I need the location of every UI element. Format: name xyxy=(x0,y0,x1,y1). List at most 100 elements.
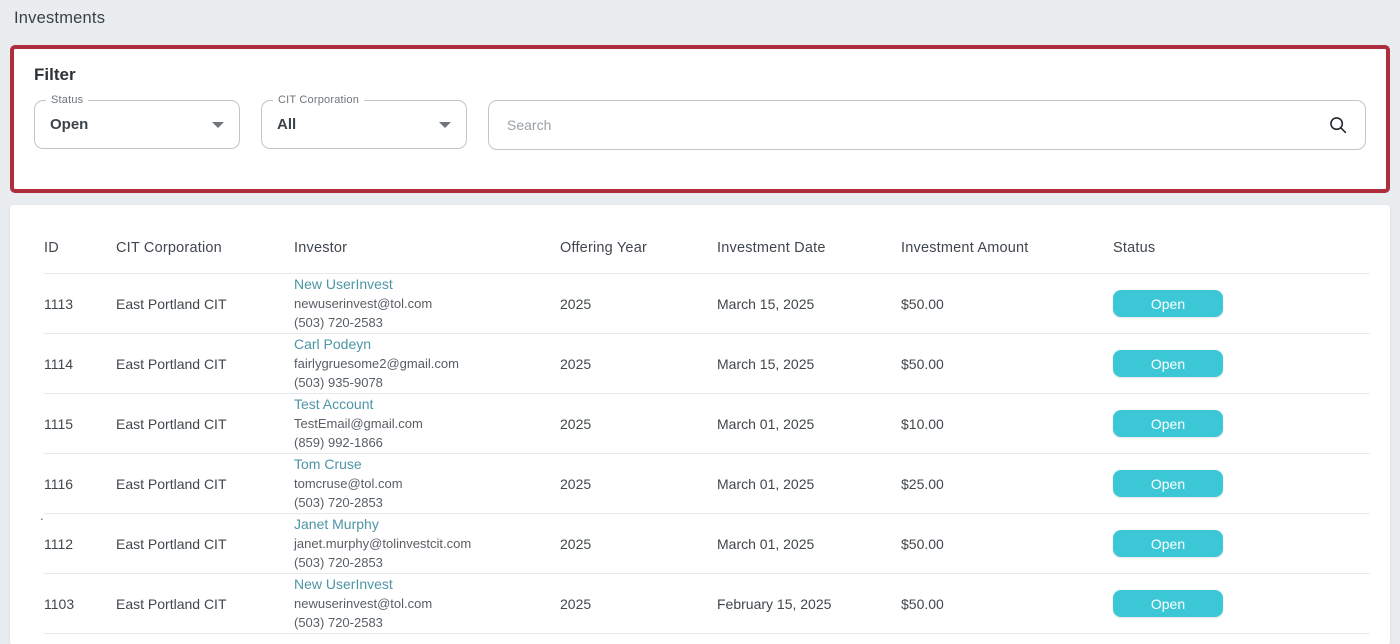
investor-name-link[interactable]: Tom Cruse xyxy=(294,456,362,472)
filter-panel: Filter Status Open CIT Corporation All xyxy=(10,45,1390,193)
cell-investor: Tom Cruse tomcruse@tol.com (503) 720-285… xyxy=(294,453,560,514)
cell-investment-amount: $10.00 xyxy=(901,393,1113,454)
investments-table-card: . ID CIT Corporation Investor Offering Year… xyxy=(10,205,1390,644)
table-row: 1114 East Portland CIT Carl Podeyn fairl… xyxy=(44,333,1370,394)
search-field[interactable] xyxy=(488,100,1366,150)
investor-phone: (859) 992-1866 xyxy=(294,435,383,450)
investments-table-body: 1113 East Portland CIT New UserInvest ne… xyxy=(44,273,1370,644)
cell-id: 1103 xyxy=(44,573,116,634)
investor-name-link[interactable]: Carl Podeyn xyxy=(294,336,372,352)
chevron-down-icon xyxy=(212,122,224,128)
stray-dot: . xyxy=(40,508,44,523)
cell-investor: Carl Podeyn fairlygruesome2@gmail.com (5… xyxy=(294,333,560,394)
cell-investment-amount: $50.00 xyxy=(901,573,1113,634)
status-select[interactable]: Status Open xyxy=(34,94,240,149)
cell-status: Open xyxy=(1113,393,1370,454)
investor-email: tomcruse@tol.com xyxy=(294,476,403,491)
table-row: 1112 East Portland CIT Janet Murphy jane… xyxy=(44,513,1370,574)
status-open-button[interactable]: Open xyxy=(1113,590,1223,617)
column-header: ID xyxy=(44,205,116,274)
status-open-button[interactable]: Open xyxy=(1113,530,1223,557)
investor-name-link[interactable]: Janet Murphy xyxy=(294,516,379,532)
cell-cit-corporation: East Portland CIT xyxy=(116,333,294,394)
cell-investment-amount: $50.00 xyxy=(901,513,1113,574)
cit-corporation-select-value: All xyxy=(277,116,297,133)
cell-investment-amount: $50.00 xyxy=(901,333,1113,394)
cit-corporation-select[interactable]: CIT Corporation All xyxy=(261,94,467,149)
column-header: Investment Amount xyxy=(901,205,1113,274)
cit-corporation-select-label: CIT Corporation xyxy=(273,94,365,106)
search-icon[interactable] xyxy=(1327,114,1349,136)
cell-investment-date: March 15, 2025 xyxy=(717,273,901,334)
cell-status: Open xyxy=(1113,333,1370,394)
cell-status: Open xyxy=(1113,573,1370,634)
cell-investor: Test Account TestEmail@gmail.com (859) 9… xyxy=(294,393,560,454)
cell-offering-year: 2025 xyxy=(560,393,717,454)
status-select-value: Open xyxy=(50,116,89,133)
cell-cit-corporation: East Portland CIT xyxy=(116,513,294,574)
investor-email: newuserinvest@tol.com xyxy=(294,596,433,611)
investor-email: janet.murphy@tolinvestcit.com xyxy=(294,536,472,551)
cell-investment-date: March 01, 2025 xyxy=(717,453,901,514)
chevron-down-icon xyxy=(439,122,451,128)
cell-investment-date xyxy=(717,633,901,644)
investor-phone: (503) 720-2583 xyxy=(294,315,383,330)
cell-cit-corporation: East Portland CIT xyxy=(116,573,294,634)
investor-phone: (503) 935-9078 xyxy=(294,375,383,390)
cell-status xyxy=(1113,633,1370,644)
investor-email: newuserinvest@tol.com xyxy=(294,296,433,311)
cell-id xyxy=(44,633,116,644)
column-header: Investment Date xyxy=(717,205,901,274)
investor-name-link[interactable]: New UserInvest xyxy=(294,576,393,592)
cell-investor: New UserInvest newuserinvest@tol.com (50… xyxy=(294,573,560,634)
cell-offering-year: 2025 xyxy=(560,573,717,634)
table-row: 1115 East Portland CIT Test Account Test… xyxy=(44,393,1370,454)
investor-phone: (503) 720-2583 xyxy=(294,615,383,630)
cell-investment-date: March 01, 2025 xyxy=(717,513,901,574)
cell-investment-date: March 01, 2025 xyxy=(717,393,901,454)
status-select-label: Status xyxy=(46,94,89,106)
cell-id: 1112 xyxy=(44,513,116,574)
investor-name-link[interactable]: Test Account xyxy=(294,396,374,412)
table-header-row: ID CIT Corporation Investor Offering Year In… xyxy=(44,205,1370,274)
cell-id: 1116 xyxy=(44,453,116,514)
search-input[interactable] xyxy=(507,117,1327,133)
investments-table: ID CIT Corporation Investor Offering Year In… xyxy=(44,205,1370,644)
cell-offering-year: 2025 xyxy=(560,513,717,574)
cell-cit-corporation xyxy=(116,633,294,644)
cell-cit-corporation: East Portland CIT xyxy=(116,393,294,454)
column-header: CIT Corporation xyxy=(116,205,294,274)
filter-heading: Filter xyxy=(34,65,76,84)
cell-status: Open xyxy=(1113,513,1370,574)
column-header: Investor xyxy=(294,205,560,274)
cell-investment-amount: $25.00 xyxy=(901,453,1113,514)
cell-offering-year xyxy=(560,633,717,644)
table-row: 1116 East Portland CIT Tom Cruse tomcrus… xyxy=(44,453,1370,514)
table-row: 1103 East Portland CIT New UserInvest ne… xyxy=(44,573,1370,634)
cell-investment-date: February 15, 2025 xyxy=(717,573,901,634)
status-open-button[interactable]: Open xyxy=(1113,350,1223,377)
cell-cit-corporation: East Portland CIT xyxy=(116,273,294,334)
page-title: Investments xyxy=(14,9,106,27)
cell-investor: Carl Podeyn xyxy=(294,633,560,644)
cell-investment-date: March 15, 2025 xyxy=(717,333,901,394)
cell-status: Open xyxy=(1113,453,1370,514)
investor-phone: (503) 720-2853 xyxy=(294,555,383,570)
investor-phone: (503) 720-2853 xyxy=(294,495,383,510)
cell-id: 1114 xyxy=(44,333,116,394)
status-open-button[interactable]: Open xyxy=(1113,290,1223,317)
cell-offering-year: 2025 xyxy=(560,453,717,514)
cell-investment-amount xyxy=(901,633,1113,644)
cell-id: 1113 xyxy=(44,273,116,334)
cell-investment-amount: $50.00 xyxy=(901,273,1113,334)
table-row-partial: Carl Podeyn xyxy=(44,633,1370,644)
column-header: Status xyxy=(1113,205,1370,274)
status-open-button[interactable]: Open xyxy=(1113,410,1223,437)
status-open-button[interactable]: Open xyxy=(1113,470,1223,497)
investor-name-link[interactable]: New UserInvest xyxy=(294,276,393,292)
filter-controls: Status Open CIT Corporation All xyxy=(34,94,1366,150)
cell-offering-year: 2025 xyxy=(560,273,717,334)
table-row: 1113 East Portland CIT New UserInvest ne… xyxy=(44,273,1370,334)
cell-status: Open xyxy=(1113,273,1370,334)
cell-offering-year: 2025 xyxy=(560,333,717,394)
